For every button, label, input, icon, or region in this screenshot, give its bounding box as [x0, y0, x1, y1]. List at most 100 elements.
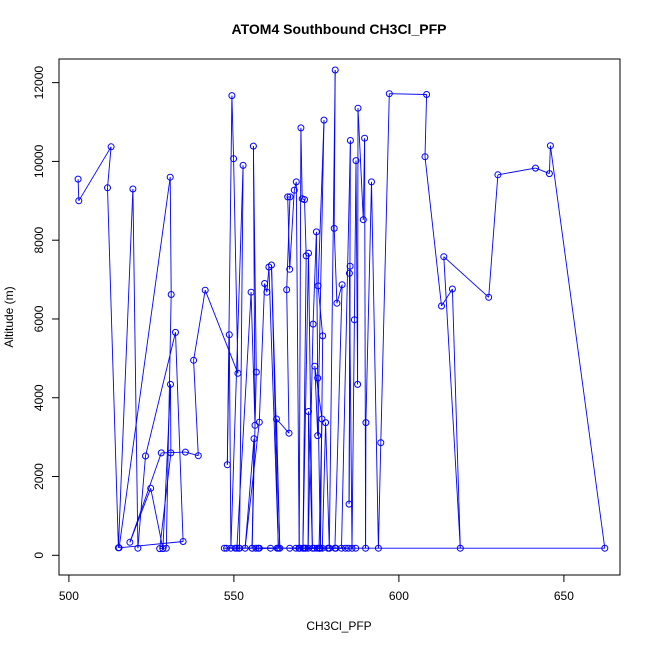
series-line-segment — [107, 187, 119, 548]
data-point — [248, 544, 256, 552]
data-point — [448, 285, 456, 293]
series-line-segment — [185, 451, 199, 457]
x-tick-label: 550 — [224, 589, 244, 603]
series-line-segment — [244, 422, 260, 549]
series-line-segment — [228, 334, 232, 549]
data-point — [346, 262, 354, 270]
series-line-segment — [371, 181, 379, 549]
x-axis-label: CH3Cl_PFP — [306, 619, 371, 633]
series-line-segment — [300, 127, 303, 199]
data-point — [142, 452, 149, 460]
plot-frame — [58, 58, 621, 576]
series-line-segment — [118, 177, 171, 548]
data-point — [601, 544, 609, 552]
series-line-segment — [161, 451, 186, 454]
series-line-segment — [117, 188, 134, 548]
data-point — [350, 316, 358, 324]
data-point — [485, 293, 493, 301]
series-line-segment — [365, 181, 372, 423]
y-axis-label: Altitude (m) — [2, 286, 16, 347]
data-point — [322, 419, 330, 427]
series-line-segment — [264, 283, 268, 293]
data-points — [74, 66, 609, 553]
series-line-segment — [78, 146, 112, 202]
data-point — [332, 544, 340, 552]
data-point — [235, 544, 243, 552]
data-point — [74, 175, 82, 183]
series-line-segment — [276, 418, 281, 549]
y-tick-label: 2000 — [32, 463, 46, 490]
data-point — [377, 439, 385, 447]
series-line-segment — [150, 488, 164, 549]
series-line-segment — [302, 198, 305, 201]
series-line-segment — [295, 181, 300, 549]
data-point — [297, 124, 305, 132]
x-tick-label: 650 — [554, 589, 574, 603]
data-point — [286, 265, 294, 273]
data-point — [263, 288, 271, 296]
data-point — [532, 164, 539, 172]
data-point — [290, 186, 298, 194]
data-point — [305, 408, 312, 415]
series-line-segment — [298, 127, 302, 549]
data-point — [374, 544, 382, 552]
series-line-segment — [250, 292, 256, 426]
data-point — [107, 143, 115, 151]
series-line-segment — [333, 228, 338, 304]
data-point — [286, 193, 294, 201]
series-line-segment — [251, 438, 255, 549]
data-point — [359, 216, 367, 224]
data-point — [305, 249, 312, 257]
series-line-segment — [351, 319, 355, 549]
data-point — [423, 91, 431, 98]
data-point — [546, 142, 554, 150]
data-point — [438, 302, 445, 310]
series-line-segment — [317, 120, 325, 436]
data-point — [301, 196, 308, 204]
data-point — [354, 380, 362, 388]
series-line-segment — [286, 289, 290, 434]
series-line-segment — [302, 253, 309, 549]
series-line-segment — [443, 256, 461, 549]
y-tick-label: 0 — [32, 552, 46, 559]
data-point — [333, 299, 341, 307]
series-line-segment — [380, 93, 390, 443]
data-point — [352, 157, 360, 165]
data-point — [249, 142, 257, 150]
data-point — [362, 544, 370, 552]
series-line-segment — [304, 199, 307, 256]
data-point — [312, 228, 320, 236]
series-line-segment — [193, 360, 199, 456]
series-line-segment — [353, 160, 357, 320]
series-line-segment — [252, 146, 257, 373]
data-point — [179, 538, 187, 545]
data-point — [331, 66, 339, 74]
data-point — [190, 356, 198, 364]
data-point — [310, 544, 318, 552]
x-tick-label: 600 — [389, 589, 409, 603]
data-point — [314, 282, 322, 290]
data-point — [231, 544, 239, 552]
data-point — [341, 544, 349, 552]
data-point — [255, 418, 263, 426]
series-line-segment — [175, 332, 184, 542]
series-line-segment — [307, 324, 314, 549]
data-point — [286, 544, 294, 552]
chart-title: ATOM4 Southbound CH3Cl_PFP — [232, 21, 447, 37]
series-line-segment — [451, 288, 461, 549]
data-point — [283, 286, 291, 294]
series-line-segment — [424, 156, 442, 307]
data-point — [313, 544, 321, 552]
y-tick-label: 8000 — [32, 227, 46, 254]
series-line-segment — [137, 455, 146, 549]
series-line-segment — [204, 290, 239, 374]
data-point — [156, 545, 164, 553]
series-line-segment — [244, 438, 255, 549]
data-point — [225, 331, 233, 339]
data-point — [352, 544, 360, 552]
data-point — [344, 544, 352, 552]
data-point — [284, 193, 292, 201]
data-point — [345, 500, 353, 508]
data-point — [276, 544, 284, 552]
series-line-segment — [169, 177, 172, 295]
